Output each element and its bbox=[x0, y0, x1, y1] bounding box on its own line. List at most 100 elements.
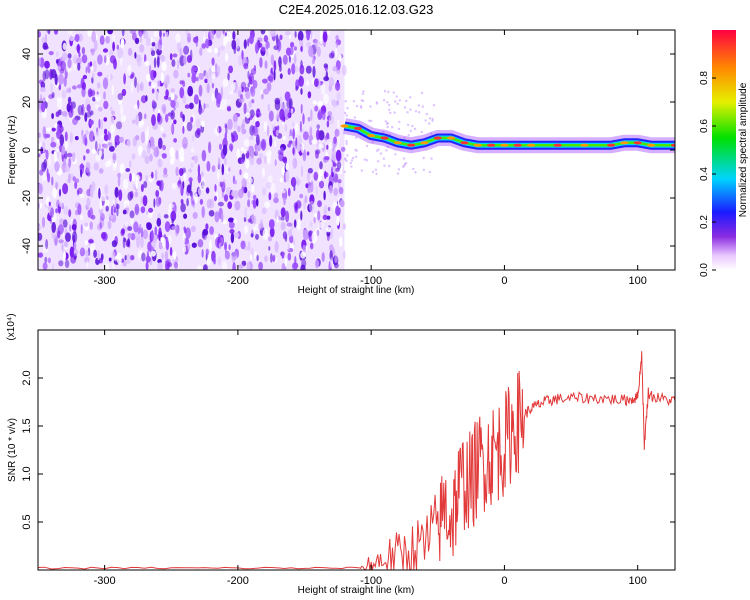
noise-blob bbox=[261, 46, 266, 52]
top-x-tick-label: 100 bbox=[629, 275, 647, 287]
noise-blob bbox=[241, 50, 244, 61]
noise-blob bbox=[161, 252, 165, 260]
noise-blob bbox=[187, 85, 194, 97]
noise-blob bbox=[42, 70, 47, 82]
noise-blob bbox=[137, 59, 142, 67]
noise-blob bbox=[159, 36, 163, 46]
noise-blob bbox=[315, 184, 318, 196]
noise-blob bbox=[58, 188, 62, 197]
noise-blob bbox=[130, 255, 135, 261]
noise-blob bbox=[248, 100, 252, 109]
noise-blob bbox=[129, 210, 135, 219]
noise-blob bbox=[291, 140, 296, 147]
noise-blob bbox=[86, 104, 91, 113]
noise-blob bbox=[117, 175, 121, 187]
noise-blob bbox=[58, 73, 64, 85]
noise-blob bbox=[203, 103, 206, 110]
noise-blob bbox=[218, 242, 222, 249]
noise-blob bbox=[178, 184, 182, 190]
noise-blob bbox=[219, 143, 222, 150]
noise-blob bbox=[51, 92, 55, 98]
noise-blob bbox=[240, 158, 245, 164]
faint-point bbox=[397, 127, 401, 131]
noise-blob bbox=[58, 260, 64, 267]
noise-blob bbox=[284, 124, 288, 132]
noise-blob bbox=[260, 138, 267, 151]
noise-blob bbox=[111, 240, 117, 248]
noise-blob bbox=[244, 246, 249, 251]
noise-blob bbox=[170, 124, 174, 133]
noise-blob bbox=[38, 252, 44, 258]
noise-blob bbox=[239, 169, 242, 176]
noise-blob bbox=[61, 90, 67, 99]
noise-blob bbox=[130, 81, 133, 94]
bottom-x-tick-label: 0 bbox=[501, 575, 507, 587]
faint-point bbox=[403, 136, 406, 140]
faint-point bbox=[431, 119, 434, 123]
noise-blob bbox=[238, 86, 242, 93]
noise-blob bbox=[97, 249, 100, 261]
noise-blob bbox=[175, 33, 181, 43]
noise-blob bbox=[250, 68, 257, 75]
noise-blob bbox=[228, 220, 235, 229]
noise-blob bbox=[134, 52, 137, 59]
noise-blob bbox=[111, 110, 115, 116]
noise-blob bbox=[143, 30, 149, 39]
faint-point bbox=[344, 158, 347, 161]
noise-blob bbox=[274, 159, 277, 167]
noise-blob bbox=[121, 88, 127, 97]
noise-blob bbox=[264, 201, 271, 208]
track-hotspot bbox=[500, 143, 509, 147]
noise-blob bbox=[251, 214, 255, 222]
noise-blob bbox=[160, 55, 166, 62]
faint-point bbox=[383, 90, 387, 93]
noise-blob bbox=[116, 207, 119, 217]
noise-blob bbox=[44, 256, 48, 263]
noise-blob bbox=[215, 124, 220, 137]
noise-blob bbox=[191, 242, 197, 248]
noise-blob bbox=[82, 82, 86, 90]
noise-blob bbox=[292, 128, 295, 140]
noise-blob bbox=[260, 90, 263, 95]
noise-blob bbox=[238, 97, 245, 103]
noise-blob bbox=[157, 80, 161, 87]
noise-blob bbox=[287, 252, 292, 261]
noise-blob bbox=[287, 143, 291, 148]
noise-blob bbox=[308, 230, 312, 237]
noise-blob bbox=[233, 232, 240, 238]
noise-blob bbox=[335, 149, 342, 162]
noise-blob bbox=[190, 225, 196, 233]
noise-blob bbox=[61, 111, 68, 117]
noise-blob bbox=[165, 89, 169, 98]
noise-blob bbox=[334, 128, 340, 137]
noise-blob bbox=[194, 193, 199, 204]
colorbar-label: Normalized spectral amplitude bbox=[738, 82, 749, 217]
noise-blob bbox=[58, 202, 64, 208]
noise-blob bbox=[233, 120, 238, 130]
noise-blob bbox=[343, 250, 346, 260]
noise-blob bbox=[50, 207, 54, 218]
faint-point bbox=[397, 168, 401, 171]
track-hotspot bbox=[473, 143, 482, 147]
noise-blob bbox=[234, 180, 237, 185]
noise-blob bbox=[186, 242, 191, 251]
noise-blob bbox=[153, 198, 156, 208]
noise-blob bbox=[170, 93, 175, 101]
noise-blob bbox=[72, 176, 77, 182]
noise-blob bbox=[304, 195, 308, 204]
faint-point bbox=[361, 92, 365, 96]
noise-blob bbox=[113, 207, 116, 214]
noise-blob bbox=[281, 189, 286, 194]
noise-blob bbox=[307, 91, 312, 99]
noise-blob bbox=[79, 193, 85, 198]
noise-blob bbox=[231, 81, 236, 91]
faint-point bbox=[359, 104, 363, 108]
noise-blob bbox=[72, 218, 77, 231]
noise-blob bbox=[72, 152, 76, 163]
noise-blob bbox=[288, 229, 293, 238]
noise-blob bbox=[105, 35, 110, 44]
noise-blob bbox=[99, 35, 105, 45]
noise-blob bbox=[69, 224, 72, 232]
faint-point bbox=[365, 144, 369, 148]
noise-blob bbox=[173, 69, 179, 79]
